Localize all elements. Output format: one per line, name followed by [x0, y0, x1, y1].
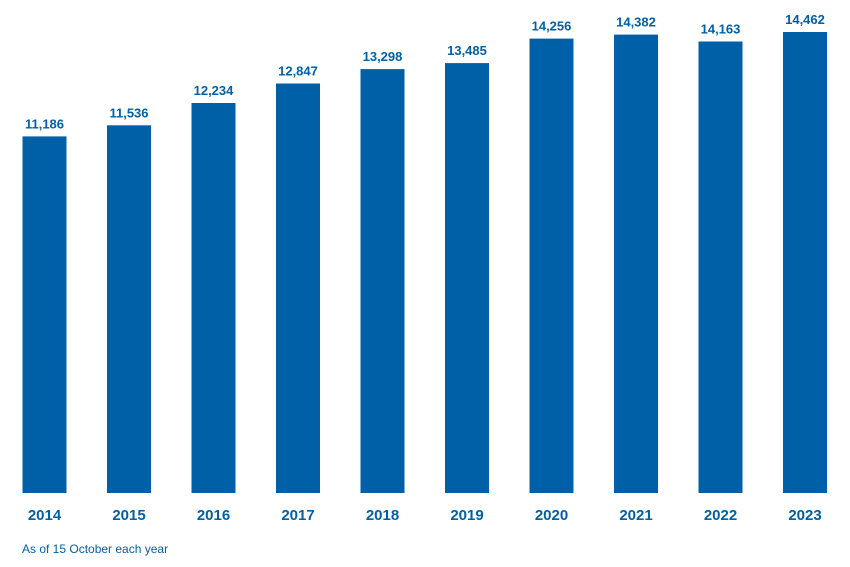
value-label-2017: 12,847 [278, 64, 318, 79]
bar-2016 [191, 103, 236, 493]
bar-2021 [614, 34, 658, 493]
category-label-2019: 2019 [450, 507, 483, 524]
value-label-2018: 13,298 [363, 49, 403, 64]
category-label-2016: 2016 [197, 507, 230, 524]
category-label-2022: 2022 [704, 507, 737, 524]
bar-2014 [22, 136, 67, 493]
bar-2017 [276, 83, 320, 493]
category-label-2017: 2017 [281, 507, 314, 524]
category-label-2018: 2018 [366, 507, 399, 524]
bar-2023 [783, 32, 827, 493]
value-label-2016: 12,234 [194, 83, 235, 98]
category-label-2015: 2015 [112, 507, 145, 524]
value-label-2023: 14,462 [785, 12, 825, 27]
value-label-2020: 14,256 [532, 19, 572, 34]
bar-2020 [529, 38, 574, 493]
value-label-2019: 13,485 [447, 43, 487, 58]
value-label-2014: 11,186 [25, 116, 64, 131]
category-label-2023: 2023 [788, 507, 821, 524]
bar-2015 [107, 125, 151, 494]
category-label-2021: 2021 [619, 507, 652, 524]
value-label-2015: 11,536 [109, 105, 148, 120]
category-label-2020: 2020 [535, 507, 568, 524]
bar-2018 [360, 69, 405, 493]
bar-2022 [698, 41, 743, 493]
value-label-2022: 14,163 [701, 22, 741, 37]
value-label-2021: 14,382 [616, 15, 656, 30]
chart-footnote: As of 15 October each year [22, 542, 169, 556]
bar-2019 [445, 63, 489, 493]
category-label-2014: 2014 [28, 507, 62, 524]
